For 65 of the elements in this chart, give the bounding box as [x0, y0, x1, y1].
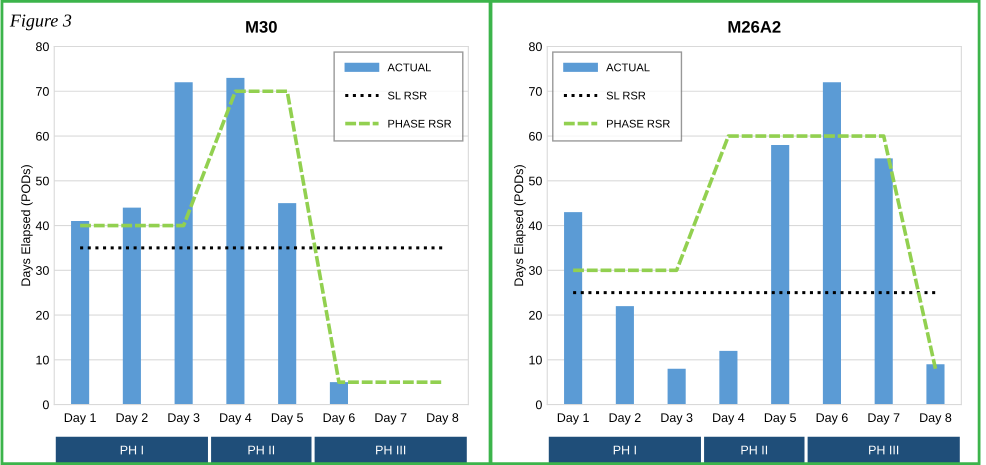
y-tick-label: 0 — [536, 400, 542, 410]
bar — [71, 221, 90, 405]
x-tick-label: Day 3 — [661, 413, 692, 425]
x-tick-label: Day 8 — [920, 413, 952, 425]
x-tick-label: Day 6 — [324, 413, 355, 425]
y-tick-label: 10 — [36, 356, 49, 364]
x-tick-label: Day 8 — [427, 413, 458, 425]
legend-label: PHASE RSR — [607, 120, 670, 128]
y-axis-title: Days Elapsed (PODs) — [514, 165, 526, 286]
x-tick-label: Day 7 — [375, 413, 406, 425]
y-tick-label: 40 — [36, 221, 49, 230]
caption: Figure 3 — [10, 14, 72, 30]
y-tick-label: 80 — [529, 42, 542, 52]
x-tick-label: Day 6 — [816, 413, 848, 425]
bar — [174, 82, 193, 405]
x-tick-label: Day 1 — [558, 413, 589, 425]
legend-label: ACTUAL — [387, 63, 431, 72]
legend-label: SL RSR — [606, 92, 646, 100]
y-tick-label: 20 — [529, 310, 542, 320]
x-tick-label: Day 4 — [220, 413, 252, 425]
x-tick-label: Day 2 — [610, 413, 641, 425]
x-tick-label: Day 4 — [713, 413, 744, 425]
bar — [564, 212, 582, 405]
bar — [226, 78, 244, 405]
y-tick-label: 30 — [528, 266, 542, 275]
y-axis-title: Days Elapsed (PODs) — [21, 165, 33, 286]
y-tick-label: 70 — [529, 87, 542, 96]
bar — [874, 158, 893, 405]
y-tick-label: 50 — [528, 176, 542, 186]
bar — [771, 144, 790, 405]
bar — [330, 382, 348, 405]
bar — [122, 208, 141, 405]
y-tick-label: 40 — [528, 221, 542, 230]
x-tick-label: Day 1 — [64, 413, 96, 425]
bar — [926, 364, 945, 405]
text: PH II — [248, 446, 274, 454]
y-tick-label: 70 — [36, 87, 49, 96]
y-tick-label: 30 — [36, 266, 49, 275]
y-tick-label: 20 — [36, 310, 49, 320]
chart-title: M26A2 — [728, 20, 780, 33]
y-tick-label: 50 — [36, 176, 49, 186]
legend-label: SL RSR — [388, 92, 427, 100]
text: PH III — [376, 446, 406, 454]
y-tick-label: 80 — [36, 42, 49, 52]
y-tick-label: 0 — [42, 400, 49, 410]
y-tick-label: 60 — [36, 132, 49, 141]
text: PH I — [120, 446, 143, 454]
x-tick-label: Day 5 — [764, 413, 796, 425]
x-tick-label: Day 2 — [116, 413, 148, 425]
chart-title: M30 — [246, 20, 277, 33]
y-tick-label: 60 — [529, 132, 542, 141]
bar — [822, 82, 841, 405]
bar — [278, 203, 296, 405]
text: PH I — [614, 446, 636, 454]
y-tick-label: 10 — [529, 356, 542, 364]
bar — [616, 306, 634, 405]
legend-label: PHASE RSR — [388, 120, 452, 128]
x-tick-label: Day 5 — [272, 413, 303, 425]
x-tick-label: Day 7 — [868, 413, 900, 425]
bar — [668, 368, 686, 405]
bar — [719, 350, 738, 405]
text: PH II — [741, 446, 768, 454]
x-tick-label: Day 3 — [168, 413, 200, 425]
legend-label: ACTUAL — [606, 63, 650, 72]
text: PH III — [869, 446, 898, 454]
